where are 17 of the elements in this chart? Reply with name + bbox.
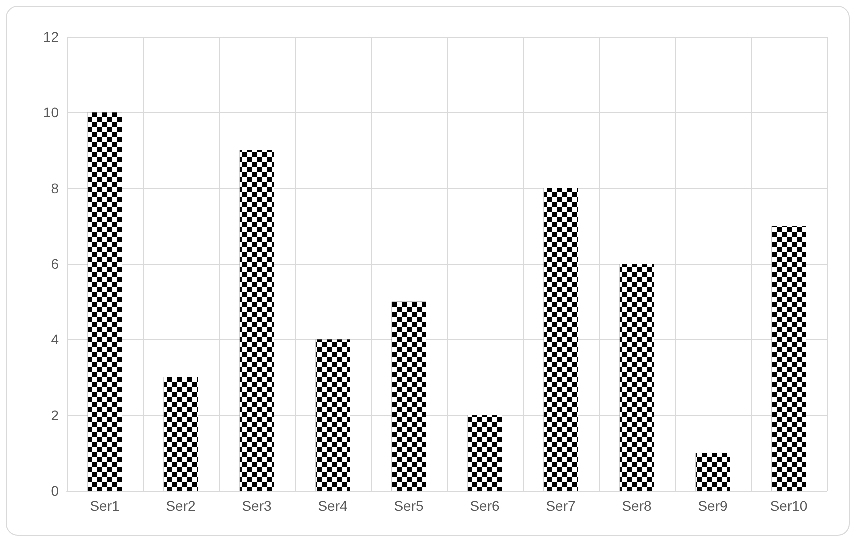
x-tick-label: Ser1 <box>90 498 120 514</box>
y-tick-label: 0 <box>51 483 60 499</box>
x-tick-label: Ser2 <box>166 498 196 514</box>
x-tick-label: Ser4 <box>318 498 348 514</box>
x-tick-label: Ser6 <box>470 498 500 514</box>
y-tick-label: 6 <box>51 256 60 272</box>
x-tick-label: Ser10 <box>770 498 808 514</box>
y-tick-label: 8 <box>51 180 60 196</box>
y-tick-label: 12 <box>43 29 60 45</box>
x-tick-label: Ser7 <box>546 498 576 514</box>
x-tick-label: Ser9 <box>698 498 728 514</box>
x-tick-label: Ser8 <box>622 498 652 514</box>
y-tick-label: 10 <box>43 104 60 121</box>
y-tick-label: 4 <box>51 332 60 348</box>
x-tick-label: Ser5 <box>394 498 424 514</box>
y-tick-label: 2 <box>51 407 60 424</box>
x-tick-label: Ser3 <box>242 498 272 514</box>
